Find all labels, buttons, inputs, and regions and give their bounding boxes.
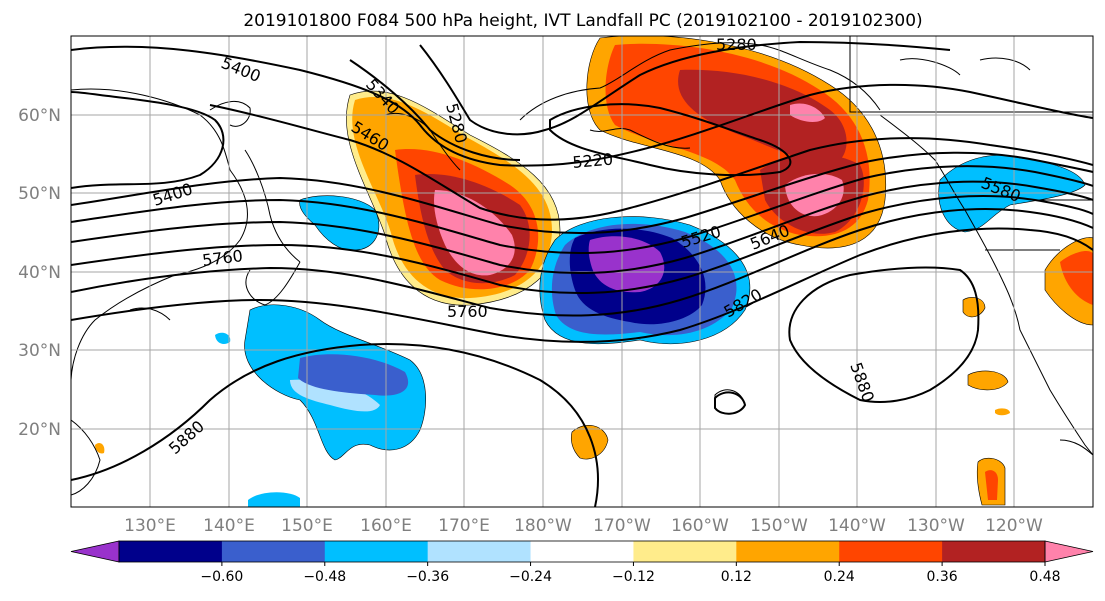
lon-label: 140°W (828, 516, 886, 536)
contour-label: 5880 (165, 417, 208, 458)
contour-5760 (71, 208, 1093, 317)
contour-label: 5880 (846, 360, 878, 405)
colorbar-extend-low (70, 540, 120, 563)
height-contours (71, 40, 1093, 507)
contour-label: 5760 (201, 246, 244, 270)
lon-label: 170°W (593, 516, 651, 536)
colorbar-tick-label: −0.48 (303, 569, 346, 585)
shade--0.36 (298, 354, 409, 396)
contour-5700 (71, 195, 1093, 295)
shade-0.24b (962, 297, 986, 318)
map-frame (70, 35, 1094, 508)
shade-0.24e (570, 425, 609, 460)
lat-label: 50°N (18, 184, 61, 204)
lon-label: 130°E (124, 516, 176, 536)
contour-5820 (71, 227, 1093, 343)
contour-5520 (71, 151, 1093, 235)
positive-anomaly-west (346, 90, 561, 306)
lon-label: 160°W (671, 516, 729, 536)
colorbar-tick-label: −0.24 (509, 569, 552, 585)
contour-5460 (209, 104, 1093, 221)
contour-label: 5220 (572, 150, 614, 172)
shade-0.24c (967, 370, 1009, 391)
colorbar-segment (942, 541, 1046, 562)
colorbar-frame (118, 540, 1046, 563)
figure-title: 2019101800 F084 500 hPa height, IVT Land… (243, 11, 922, 31)
lat-label: 20°N (18, 420, 61, 440)
contour-5880-east (788, 266, 980, 403)
colorbar-extend-high (1044, 540, 1094, 563)
lon-label: 120°W (985, 516, 1043, 536)
contour-5580 (71, 165, 1093, 255)
colorbar-tick-label: −0.12 (612, 569, 655, 585)
positive-anomaly-east (95, 237, 1093, 506)
colorbar-segment (427, 541, 532, 562)
colorbar-tick-label: 0.24 (824, 569, 855, 585)
contour-5880-west (71, 343, 599, 507)
colorbar-segment (736, 541, 840, 562)
colorbar-tick-label: −0.36 (406, 569, 449, 585)
lon-label: 150°E (281, 516, 333, 536)
longitude-labels: 130°E 140°E 150°E 160°E 170°E 180°W 170°… (124, 516, 1043, 536)
colorbar-tick-label: −0.60 (200, 569, 243, 585)
shade-0.36 (1060, 250, 1093, 305)
lon-label: 160°E (360, 516, 412, 536)
colorbar-tick-label: 0.12 (721, 569, 752, 585)
map-panel: 5400 5340 5280 5280 5460 5220 5400 5580 … (71, 35, 1093, 507)
colorbar-segment (839, 541, 943, 562)
shade--0.60 (588, 236, 665, 293)
shade--0.24c (248, 492, 300, 507)
contour-5400 (71, 91, 225, 189)
ivt-shading (95, 36, 1093, 507)
contour-5280 (419, 40, 951, 136)
shade-0.48 (678, 69, 847, 163)
colorbar-tick-label: 0.36 (927, 569, 958, 585)
colorbar-segment (633, 541, 737, 562)
shade-0.60b (790, 103, 825, 122)
shade-0.24f (995, 408, 1010, 416)
colorbar-segment (324, 541, 429, 562)
contour-label: 5280 (716, 35, 757, 54)
contour-5880-small (714, 391, 747, 415)
shade--0.12 (290, 379, 380, 412)
lon-label: 140°E (203, 516, 255, 536)
lon-label: 150°W (750, 516, 808, 536)
lat-label: 40°N (18, 263, 61, 283)
positive-anomaly-north (586, 36, 887, 249)
lat-label: 30°N (18, 341, 61, 361)
shade--0.24d (215, 332, 231, 344)
contour-5400b (71, 45, 1093, 167)
colorbar-segment (530, 541, 634, 562)
contour-5640 (71, 180, 1093, 275)
colorbar-segment (221, 541, 326, 562)
colorbar-segment (119, 541, 223, 562)
contour-5220 (549, 103, 792, 177)
lat-label: 60°N (18, 106, 61, 126)
colorbar-tick-label: 0.48 (1029, 569, 1060, 585)
lon-label: 170°E (438, 516, 490, 536)
shade-0.36d (985, 470, 998, 500)
lon-label: 180°W (514, 516, 572, 536)
negative-anomaly-west (215, 195, 426, 507)
contour-label: 5760 (447, 302, 488, 321)
lon-label: 130°W (907, 516, 965, 536)
contour-5340 (349, 59, 521, 161)
coastlines (71, 36, 1093, 496)
shade-0.24g (95, 442, 105, 454)
colorbar: −0.60 −0.48 −0.36 −0.24 −0.12 0.12 0.24 0.36 0.4… (70, 540, 1094, 585)
latitude-labels: 60°N 50°N 40°N 30°N 20°N (18, 106, 61, 440)
